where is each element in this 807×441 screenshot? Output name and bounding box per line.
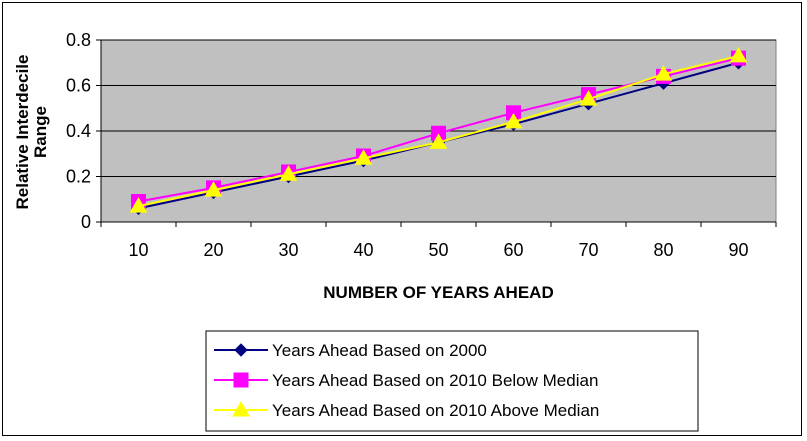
legend-triangle-marker <box>232 400 250 417</box>
y-tick-label: 0 <box>81 212 91 232</box>
y-axis-title-line: Range <box>31 106 50 158</box>
data-point-triangle-marker <box>729 46 748 63</box>
y-tick-label: 0.8 <box>66 30 91 50</box>
x-tick-label: 20 <box>203 240 223 260</box>
x-tick-label: 60 <box>503 240 523 260</box>
legend-diamond-marker <box>234 343 248 357</box>
x-tick-label: 10 <box>128 240 148 260</box>
x-tick-label: 70 <box>578 240 598 260</box>
data-point-triangle-marker <box>279 165 298 181</box>
y-tick-label: 0.6 <box>66 76 91 96</box>
legend-entry: Years Ahead Based on 2010 Above Median <box>214 400 599 420</box>
x-axis-title: NUMBER OF YEARS AHEAD <box>323 283 553 302</box>
legend-entry: Years Ahead Based on 2000 <box>214 341 487 360</box>
data-point-triangle-marker <box>579 90 598 106</box>
x-tick-label: 40 <box>353 240 373 260</box>
y-axis-ticks: 0 0.2 0.4 0.6 0.8 <box>66 30 101 232</box>
legend-square-marker <box>233 372 249 388</box>
y-tick-label: 0.2 <box>66 167 91 187</box>
series-3 <box>129 46 748 213</box>
legend-label: Years Ahead Based on 2000 <box>272 341 487 360</box>
data-point-triangle-marker <box>129 197 148 213</box>
y-tick-label: 0.4 <box>66 121 91 141</box>
x-axis-ticks: 10 20 30 40 50 60 70 80 90 <box>100 222 777 260</box>
x-tick-label: 30 <box>278 240 298 260</box>
legend-entry: Years Ahead Based on 2010 Below Median <box>214 371 598 390</box>
data-point-triangle-marker <box>654 65 673 81</box>
x-tick-label: 80 <box>653 240 673 260</box>
legend-box <box>205 330 699 432</box>
data-point-triangle-marker <box>504 112 523 129</box>
y-axis-title-line: Relative Interdecile <box>13 55 32 210</box>
series-group <box>129 46 748 216</box>
legend: Years Ahead Based on 2000 Years Ahead Bas… <box>205 330 699 432</box>
x-tick-label: 90 <box>728 240 748 260</box>
y-axis-title: Relative InterdecileRange <box>13 55 50 210</box>
data-point-triangle-marker <box>354 149 373 165</box>
data-point-triangle-marker <box>429 133 448 149</box>
legend-label: Years Ahead Based on 2010 Below Median <box>272 371 598 390</box>
legend-label: Years Ahead Based on 2010 Above Median <box>272 401 599 420</box>
data-point-triangle-marker <box>204 181 223 197</box>
x-tick-label: 50 <box>428 240 448 260</box>
